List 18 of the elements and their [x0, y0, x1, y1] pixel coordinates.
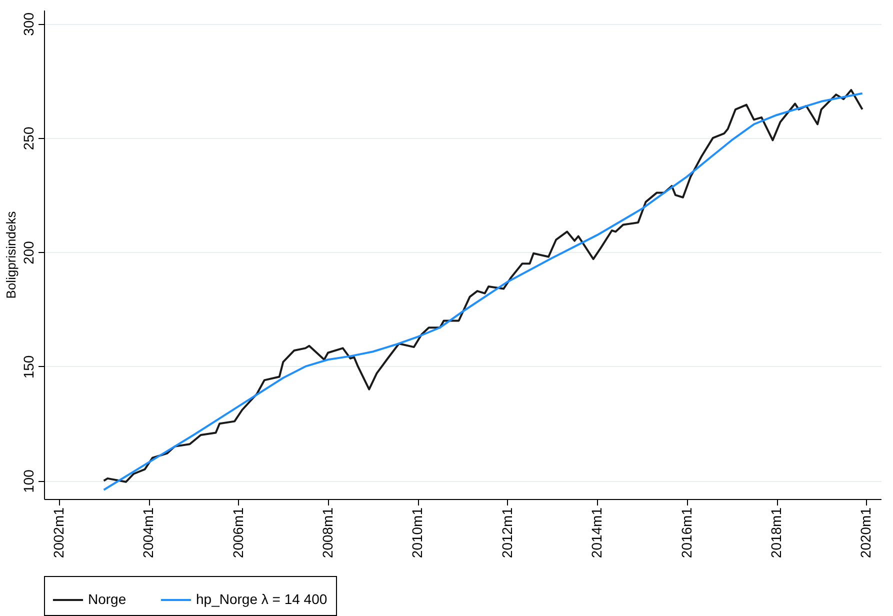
x-tick-label: 2016m1: [678, 507, 694, 558]
y-tick-label: 250: [20, 126, 36, 150]
legend-label: hp_Norge λ = 14 400: [196, 591, 328, 607]
x-tick-label: 2002m1: [50, 507, 66, 558]
x-tick-label: 2012m1: [498, 507, 515, 558]
y-tick-label: 200: [20, 240, 36, 264]
y-tick-label: 300: [20, 12, 36, 36]
x-tick-label: 2008m1: [319, 507, 336, 558]
legend-label: Norge: [88, 591, 126, 607]
x-tick-label: 2004m1: [140, 507, 156, 558]
x-tick-label: 2010m1: [409, 507, 426, 558]
x-tick-label: 2020m1: [858, 507, 874, 558]
x-tick-label: 2014m1: [588, 507, 605, 558]
y-tick-label: 150: [20, 355, 36, 379]
x-tick-label: 2018m1: [768, 507, 784, 558]
y-axis-title: Boligprisindeks: [4, 210, 18, 299]
y-tick-label: 100: [20, 469, 36, 493]
x-tick-label: 2006m1: [230, 507, 246, 558]
